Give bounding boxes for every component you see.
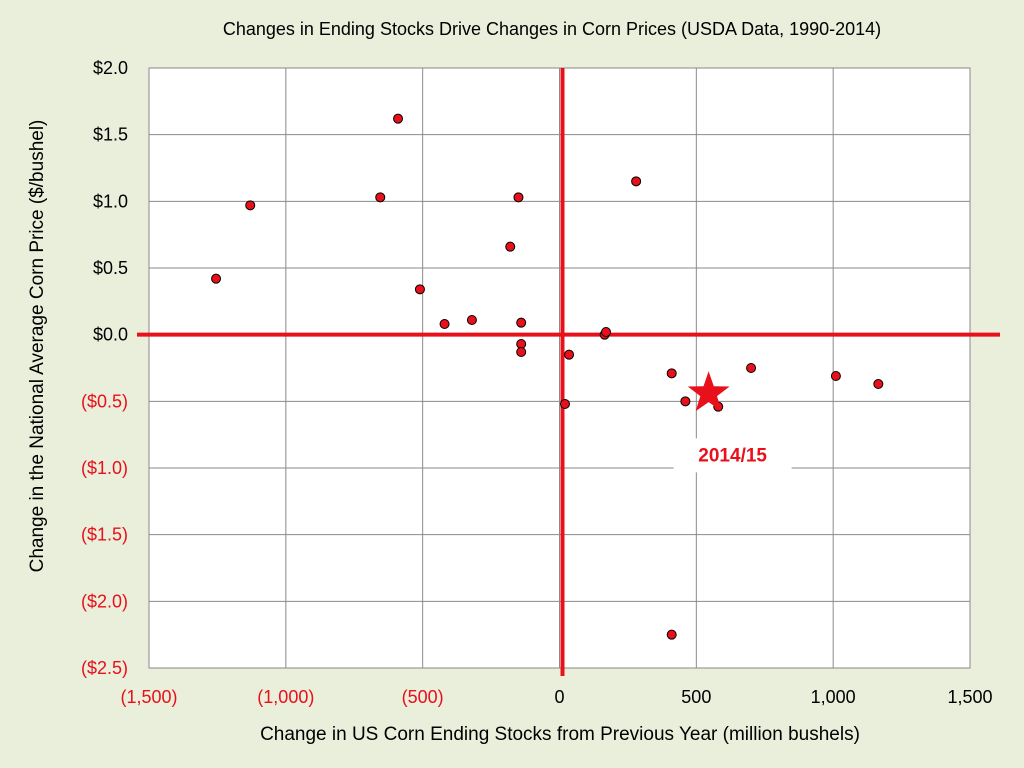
data-point	[601, 327, 612, 337]
data-points	[211, 113, 884, 640]
data-point	[245, 200, 256, 211]
highlight-star-marker	[687, 371, 730, 412]
data-point	[466, 315, 477, 325]
x-tick-label: 500	[681, 687, 711, 707]
highlight-label: 2014/15	[698, 445, 767, 466]
y-tick-label: ($2.0)	[81, 591, 128, 611]
x-tick-label: 0	[554, 687, 564, 707]
x-tick-label: 1,500	[947, 687, 992, 707]
y-tick-label: ($2.5)	[81, 658, 128, 678]
x-tick-labels: (1,500) (1,000) (500) 0 500 1,000 1,500	[120, 687, 992, 707]
y-tick-labels: $2.0 $1.5 $1.0 $0.5 $0.0 ($0.5) ($1.0) ($1.5) ($…	[81, 58, 128, 678]
data-point	[666, 629, 677, 640]
data-point	[564, 349, 575, 360]
x-tick-label: (1,500)	[120, 687, 177, 707]
data-point	[505, 241, 516, 252]
data-point	[513, 192, 524, 203]
y-tick-label: $0.0	[93, 325, 128, 345]
data-point	[211, 273, 222, 284]
data-point	[516, 317, 527, 328]
data-point	[559, 399, 570, 409]
x-tick-label: 1,000	[811, 687, 856, 707]
y-axis-label: Change in the National Average Corn Pric…	[27, 120, 48, 573]
data-point	[830, 371, 841, 381]
highlight-label-box	[673, 438, 792, 473]
chart-title: Changes in Ending Stocks Drive Changes i…	[223, 19, 881, 39]
data-point	[516, 347, 527, 357]
data-point	[746, 363, 757, 373]
data-point	[375, 192, 386, 203]
y-tick-label: $1.5	[93, 125, 128, 145]
data-point	[873, 379, 884, 389]
data-point	[631, 176, 642, 187]
data-point	[414, 284, 425, 295]
data-point	[680, 396, 691, 407]
highlight-2014-15: 2014/15	[673, 371, 792, 473]
x-tick-label: (500)	[402, 687, 444, 707]
data-point	[393, 113, 404, 124]
data-point	[439, 319, 450, 329]
y-tick-label: $2.0	[93, 58, 128, 78]
x-axis-label: Change in US Corn Ending Stocks from Pre…	[260, 724, 860, 745]
y-tick-label: ($1.5)	[81, 525, 128, 545]
y-tick-label: $0.5	[93, 258, 128, 278]
zero-axis-lines	[137, 68, 1000, 676]
y-tick-label: $1.0	[93, 191, 128, 211]
data-point	[666, 368, 677, 379]
y-tick-label: ($0.5)	[81, 391, 128, 411]
y-tick-label: ($1.0)	[81, 458, 128, 478]
x-tick-label: (1,000)	[257, 687, 314, 707]
